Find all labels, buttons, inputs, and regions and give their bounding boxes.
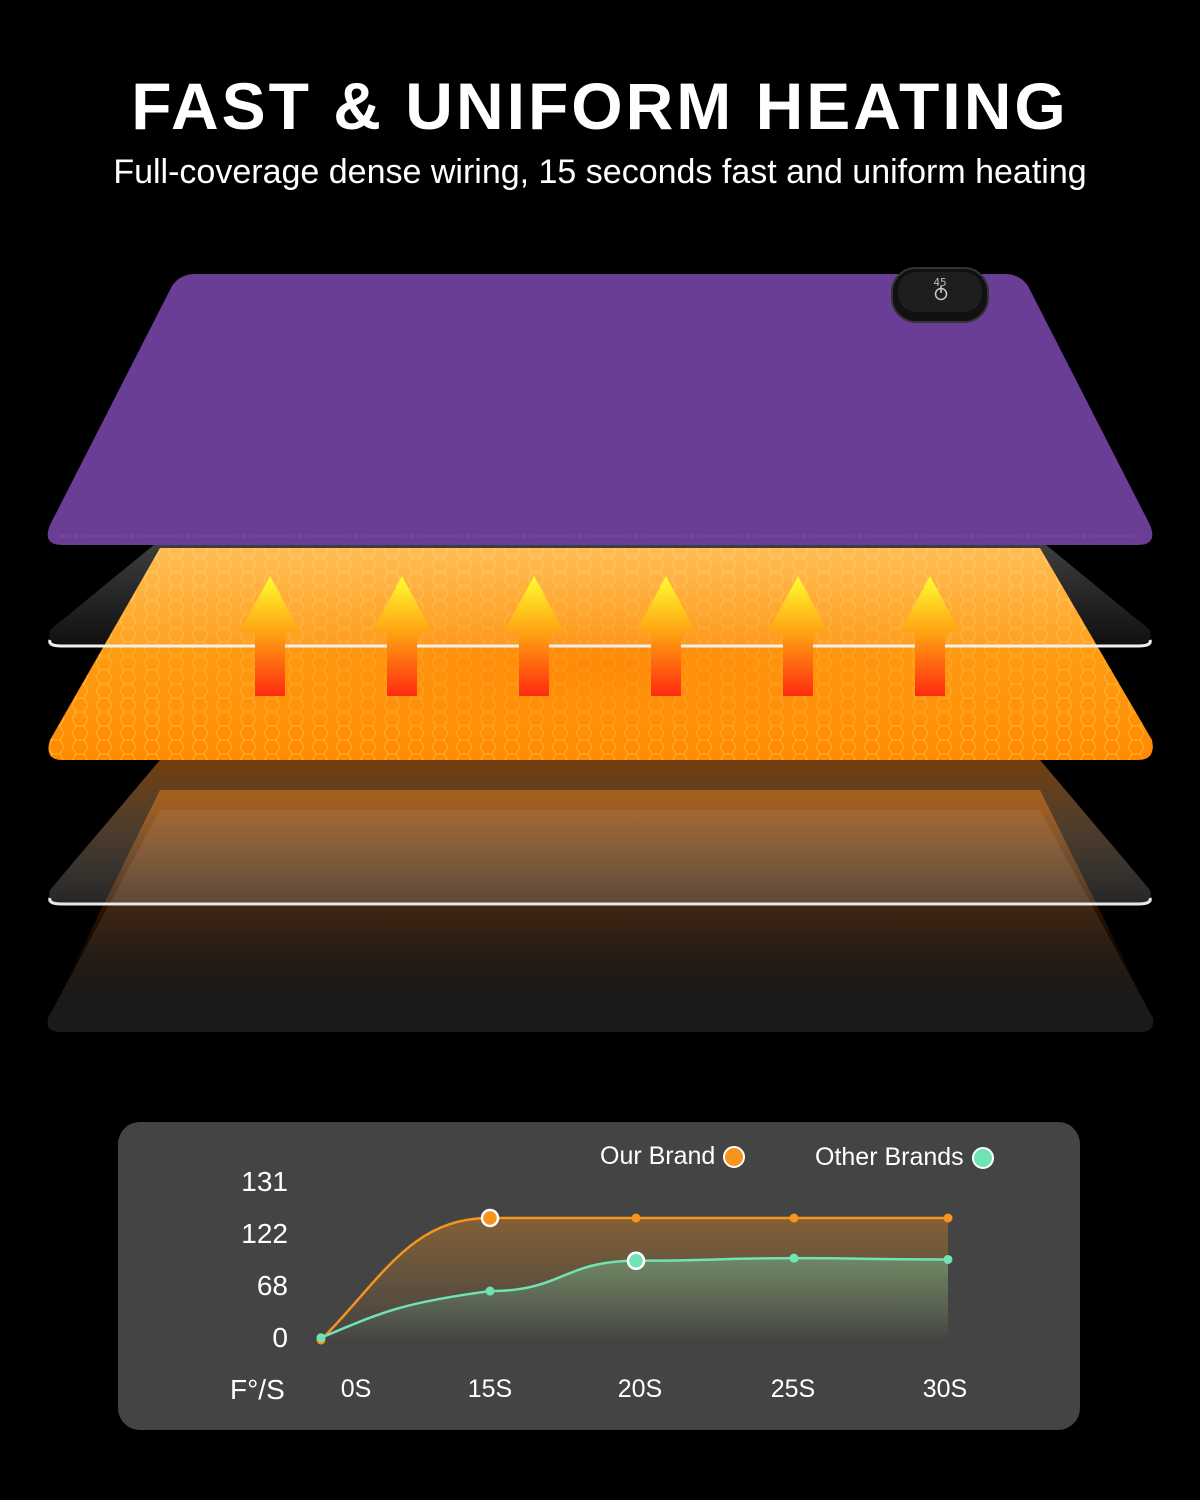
x-tick-label: 0S	[340, 1375, 372, 1403]
data-point	[943, 1213, 953, 1223]
upper-insulation-layer	[49, 540, 1151, 646]
y-tick-label: 122	[241, 1218, 288, 1249]
data-point	[485, 1286, 495, 1296]
heat-arrow	[504, 576, 564, 696]
legend-our-brand-label: Our Brand	[600, 1142, 716, 1170]
y-tick-label: 68	[256, 1270, 288, 1301]
heat-arrows	[240, 576, 960, 696]
power-icon[interactable]	[934, 286, 948, 301]
purple-mat-top-layer	[47, 274, 1153, 545]
heat-arrow	[900, 576, 960, 696]
series-area	[321, 1258, 948, 1340]
data-point	[480, 1208, 500, 1228]
data-point	[316, 1333, 326, 1343]
chart-plot-area	[316, 1208, 953, 1345]
x-tick-label: 20S	[617, 1375, 663, 1403]
data-point	[789, 1253, 799, 1263]
temperature-controller[interactable]: 45	[891, 267, 989, 323]
legend-other-brands-label: Other Brands	[815, 1143, 964, 1171]
lower-insulation-layer	[49, 760, 1151, 904]
heating-speed-chart: Our Brand Other Brands 131 122 68 0 F°/S…	[118, 1122, 1080, 1430]
heat-arrow	[768, 576, 828, 696]
data-point	[943, 1254, 953, 1264]
x-tick-label: 25S	[770, 1375, 816, 1403]
y-tick-label: 131	[241, 1166, 288, 1197]
heating-mat-layers-illustration: 45	[47, 267, 1154, 1032]
heat-arrow	[636, 576, 696, 696]
page-title: FAST & UNIFORM HEATING	[131, 69, 1069, 143]
y-tick-label: 0	[272, 1322, 288, 1353]
data-point	[789, 1213, 799, 1223]
axis-unit-label: F°/S	[230, 1374, 285, 1405]
x-tick-label: 30S	[922, 1375, 968, 1403]
legend-our-brand: Our Brand	[600, 1142, 746, 1171]
heat-arrow	[372, 576, 432, 696]
page-subtitle: Full-coverage dense wiring, 15 seconds f…	[113, 153, 1087, 191]
x-tick-label: 15S	[467, 1375, 513, 1403]
data-point	[626, 1251, 646, 1271]
series-line	[320, 1216, 948, 1341]
legend-other-brands-marker	[971, 1146, 994, 1169]
data-point	[631, 1213, 641, 1223]
legend-our-brand-marker	[723, 1145, 746, 1168]
controller-display: 45	[933, 276, 946, 289]
legend-other-brands: Other Brands	[815, 1143, 994, 1172]
heat-arrow	[240, 576, 300, 696]
